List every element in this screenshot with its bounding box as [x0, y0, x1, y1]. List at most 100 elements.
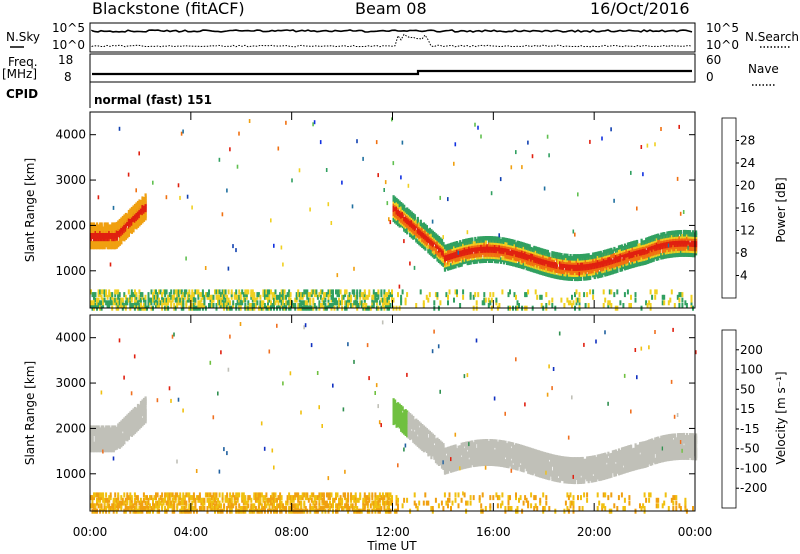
echo-cell [100, 390, 103, 395]
echo-cell [416, 239, 419, 244]
echo-cell [150, 495, 153, 501]
echo-cell [400, 175, 402, 180]
y-tick-label: 3000 [55, 173, 86, 187]
echo-cell [336, 273, 339, 278]
echo-cell [97, 425, 100, 430]
echo-cell [248, 303, 251, 308]
echo-cell [298, 297, 301, 303]
echo-cell [212, 495, 215, 501]
echo-cell [324, 292, 327, 298]
echo-cell [640, 145, 643, 149]
echo-cell [273, 243, 275, 248]
echo-cell [192, 497, 195, 503]
echo-cell [109, 495, 112, 501]
echo-cell [433, 300, 436, 306]
echo-cell [515, 294, 517, 300]
echo-cell [386, 497, 389, 503]
echo-cell [120, 503, 123, 509]
echo-cell [176, 289, 179, 295]
echo-cell [330, 303, 333, 308]
echo-cell [220, 350, 222, 355]
echo-cell [540, 303, 543, 308]
echo-cell [403, 447, 405, 452]
echo-cell [289, 371, 292, 376]
echo-cell [327, 492, 330, 498]
echo-cell [212, 492, 215, 498]
echo-cell [380, 495, 383, 501]
echo-cell [138, 506, 141, 511]
echo-cell [478, 236, 481, 241]
echo-cell [462, 243, 465, 248]
echo-cell [112, 456, 115, 461]
echo-cell [646, 303, 649, 308]
echo-cell [139, 500, 142, 506]
echo-cell [285, 120, 287, 125]
echo-cell [180, 300, 183, 306]
echo-cell [315, 289, 318, 295]
echo-cell [215, 492, 218, 498]
echo-cell [227, 300, 230, 306]
echo-cell [374, 497, 377, 503]
echo-cell [623, 292, 626, 298]
echo-cell [94, 439, 97, 445]
echo-cell [347, 506, 350, 511]
echo-cell [279, 492, 282, 498]
echo-cell [493, 248, 496, 253]
noise-panel: N.Sky 10^5 10^0 10^5 10^0 N.Search [6, 21, 799, 53]
echo-cell [194, 297, 197, 303]
echo-cell [103, 222, 106, 227]
echo-cell [97, 435, 100, 441]
echo-cell [578, 303, 581, 308]
echo-cell [94, 230, 97, 236]
echo-cell [195, 289, 198, 295]
echo-cell [271, 292, 274, 298]
echo-cell [292, 495, 295, 501]
echo-cell [384, 500, 387, 506]
echo-cell [443, 261, 447, 266]
echo-cell [394, 399, 397, 404]
echo-cell [678, 236, 681, 241]
echo-cell [601, 136, 603, 141]
echo-cell [241, 492, 244, 498]
echo-cell [695, 230, 698, 235]
echo-cell [622, 260, 625, 265]
echo-cell [109, 492, 112, 498]
echo-cell [427, 429, 430, 434]
echo-cell [348, 506, 351, 511]
echo-cell [211, 500, 213, 506]
echo-cell [162, 497, 165, 503]
echo-cell [263, 495, 266, 501]
echo-cell [589, 289, 592, 295]
echo-cell [527, 140, 529, 145]
echo-cell [268, 497, 271, 503]
echo-cell [127, 289, 130, 295]
echo-cell [454, 289, 457, 295]
echo-cell [244, 495, 247, 501]
echo-cell [105, 226, 108, 231]
echo-cell [386, 297, 389, 303]
echo-cell [353, 495, 356, 501]
echo-cell [233, 292, 236, 298]
echo-cell [159, 289, 162, 295]
echo-cell [406, 207, 409, 212]
echo-cell [347, 492, 350, 498]
echo-cell [267, 300, 269, 306]
echo-cell [687, 252, 690, 257]
echo-cell [341, 294, 344, 300]
echo-cell [200, 292, 203, 298]
echo-cell [257, 497, 260, 503]
echo-cell [578, 292, 581, 298]
date-title: 16/Oct/2016 [590, 0, 690, 18]
echo-cell [377, 294, 380, 300]
echo-cell [375, 140, 378, 145]
echo-cell [400, 405, 403, 410]
echo-cell [577, 254, 580, 259]
echo-cell [428, 227, 431, 233]
echo-cell [200, 506, 203, 511]
echo-cell [592, 294, 595, 300]
echo-cell [223, 294, 226, 300]
echo-cell [418, 437, 421, 443]
echo-cell [93, 506, 95, 511]
echo-cell [454, 241, 457, 246]
echo-cell [430, 249, 433, 255]
